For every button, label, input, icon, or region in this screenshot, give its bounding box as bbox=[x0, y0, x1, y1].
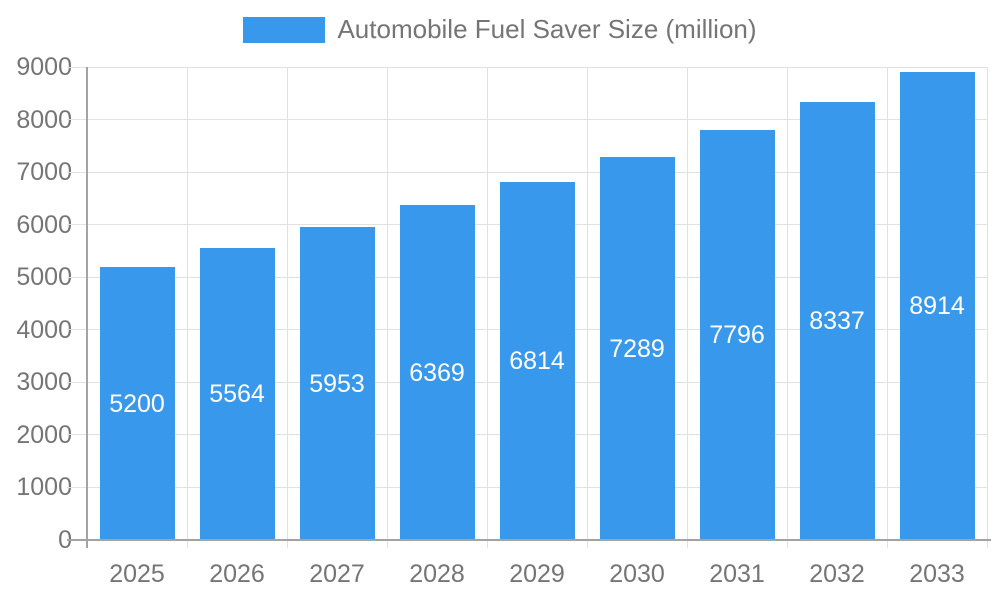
gridline-vertical bbox=[286, 67, 288, 548]
gridline-vertical bbox=[386, 67, 388, 548]
y-axis-labels: 0 1000 2000 3000 4000 5000 6000 7000 8000 9000 bbox=[0, 53, 72, 554]
gridline-vertical bbox=[486, 67, 488, 548]
gridline-vertical bbox=[686, 67, 688, 548]
gridline-vertical bbox=[986, 67, 988, 548]
x-tick-label: 2029 bbox=[509, 560, 565, 588]
gridline-vertical bbox=[186, 67, 188, 548]
x-tick-label: 2033 bbox=[909, 560, 965, 588]
bar: 5564 bbox=[199, 248, 275, 540]
y-tick-label: 2000 bbox=[16, 420, 72, 449]
bar: 6814 bbox=[499, 182, 575, 540]
y-tick-label: 9000 bbox=[16, 53, 72, 81]
x-tick-label: 2030 bbox=[609, 560, 665, 588]
bar-value-label: 8337 bbox=[809, 307, 865, 335]
bar: 5953 bbox=[299, 227, 375, 540]
gridline-horizontal bbox=[67, 66, 987, 68]
gridline-vertical bbox=[786, 67, 788, 548]
x-axis-labels: 2025 2026 2027 2028 2029 2030 2031 2032 2033 bbox=[87, 558, 987, 592]
bar-value-label: 7289 bbox=[609, 334, 665, 363]
x-tick-label: 2028 bbox=[409, 560, 465, 588]
y-tick-label: 1000 bbox=[16, 473, 72, 502]
bar: 6369 bbox=[399, 205, 475, 540]
x-tick-label: 2027 bbox=[309, 560, 365, 588]
x-tick-label: 2025 bbox=[109, 560, 165, 588]
x-axis-line bbox=[67, 539, 991, 541]
x-tick-label: 2026 bbox=[209, 560, 265, 588]
y-tick-label: 7000 bbox=[16, 158, 72, 187]
bar-value-label: 5564 bbox=[209, 380, 265, 408]
bar-value-label: 5200 bbox=[109, 389, 165, 418]
x-tick-label: 2031 bbox=[709, 560, 765, 588]
y-tick-label: 6000 bbox=[16, 210, 72, 239]
legend: Automobile Fuel Saver Size (million) bbox=[0, 14, 1000, 45]
y-axis-line bbox=[86, 67, 88, 548]
y-tick-label: 4000 bbox=[16, 315, 72, 344]
gridline-horizontal bbox=[67, 171, 987, 173]
legend-label: Automobile Fuel Saver Size (million) bbox=[337, 14, 757, 44]
bar: 5200 bbox=[99, 267, 175, 540]
bar-value-label: 6369 bbox=[409, 358, 465, 387]
y-tick-label: 5000 bbox=[16, 263, 72, 292]
legend-swatch bbox=[243, 16, 326, 43]
bar: 8337 bbox=[799, 102, 875, 540]
gridline-vertical bbox=[886, 67, 888, 548]
bar-value-label: 5953 bbox=[309, 369, 365, 398]
x-tick-label: 2032 bbox=[809, 560, 865, 588]
y-tick-label: 8000 bbox=[16, 105, 72, 134]
gridline-horizontal bbox=[67, 119, 987, 121]
y-tick-label: 0 bbox=[58, 526, 72, 554]
bar: 7796 bbox=[699, 130, 775, 540]
bar: 8914 bbox=[899, 72, 975, 540]
plot-area: 5200 5564 5953 6369 6814 7289 7796 8337 8914 bbox=[67, 66, 991, 548]
bar: 7289 bbox=[599, 157, 675, 540]
bar-value-label: 7796 bbox=[709, 321, 765, 349]
bar-value-label: 8914 bbox=[909, 292, 965, 320]
gridline-vertical bbox=[586, 67, 588, 548]
bar-value-label: 6814 bbox=[509, 347, 565, 375]
y-tick-label: 3000 bbox=[16, 368, 72, 397]
